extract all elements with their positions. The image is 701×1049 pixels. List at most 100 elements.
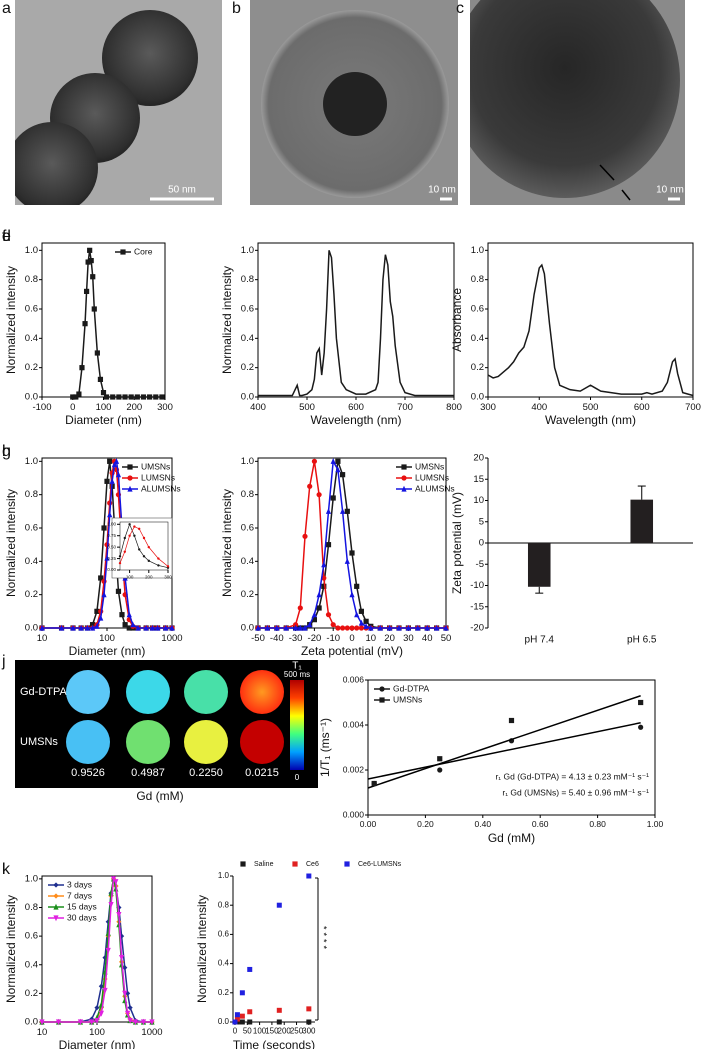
y-tick-label: 0.8 — [218, 900, 230, 909]
data-point — [134, 394, 140, 400]
data-point — [154, 624, 161, 631]
y-tick-label: 0 — [479, 538, 484, 549]
data-point — [638, 699, 644, 706]
data-point — [638, 724, 644, 730]
y-tick-label: 0.2 — [241, 362, 254, 373]
data-point — [94, 608, 100, 614]
y-tick-label: 0.6 — [241, 523, 254, 534]
y-tick-label: -5 — [476, 559, 484, 570]
data-point — [163, 624, 169, 631]
data-point — [39, 624, 45, 631]
data-point — [118, 954, 125, 961]
y-tick-label: 0.6 — [471, 304, 484, 315]
y-tick-label: 20 — [473, 453, 484, 464]
concentration-label: 0.4987 — [131, 767, 165, 779]
data-point — [119, 612, 125, 618]
legend-label: LUMSNs — [141, 472, 175, 482]
data-point — [109, 478, 115, 484]
data-point — [55, 1019, 62, 1026]
data-point — [344, 508, 350, 514]
legend-marker — [401, 485, 407, 492]
data-point — [133, 534, 136, 537]
data-point — [101, 525, 107, 531]
data-point — [133, 525, 136, 528]
data-point — [98, 575, 104, 581]
y-tick-label: 0.0 — [25, 623, 38, 634]
panel-label: a — [2, 0, 11, 17]
data-point — [118, 555, 122, 558]
concentration-label: 0.9526 — [71, 767, 105, 779]
data-point — [311, 617, 317, 623]
data-point — [358, 625, 364, 631]
data-point — [306, 873, 312, 879]
data-point — [138, 548, 141, 551]
plot-frame — [487, 242, 694, 398]
x-tick-label: 700 — [397, 402, 413, 413]
data-point — [157, 564, 160, 567]
data-point — [368, 624, 374, 631]
data-point — [83, 288, 90, 294]
data-point — [135, 624, 141, 631]
data-point — [78, 624, 84, 631]
x-tick-label: 600 — [348, 402, 364, 413]
data-point — [276, 1007, 282, 1013]
data-point — [321, 583, 327, 589]
x-tick-label: 100 — [96, 402, 112, 413]
y-tick-label: 0.4 — [241, 556, 254, 567]
data-point — [111, 461, 118, 468]
y-axis-label: 1/T₁ (ms⁻¹) — [318, 718, 332, 777]
data-point — [335, 458, 341, 464]
legend-marker — [127, 464, 133, 470]
legend-marker — [401, 464, 407, 470]
data-point — [104, 554, 110, 561]
y-tick-label: 0.2 — [25, 988, 38, 999]
panel-label: g — [2, 443, 11, 460]
data-point — [239, 1013, 245, 1019]
data-point — [89, 622, 96, 628]
series-line — [42, 878, 152, 1023]
scale-bar-label: 10 nm — [656, 185, 684, 196]
panel-label: d — [2, 228, 11, 245]
x-tick-label: 10 — [37, 1027, 48, 1038]
data-point — [94, 350, 100, 356]
y-tick-label: 0.6 — [25, 523, 38, 534]
data-point — [105, 947, 111, 954]
data-point — [138, 527, 141, 531]
bar — [630, 499, 654, 543]
data-point — [110, 394, 116, 400]
y-axis-label: Normalized intensity — [4, 895, 18, 1003]
x-tick-label: 800 — [446, 402, 462, 413]
scale-bar-label: 10 nm — [428, 185, 456, 196]
y-tick-label: 0.0 — [471, 392, 484, 403]
y-tick-label: -20 — [470, 623, 484, 634]
data-point — [85, 259, 91, 265]
y-axis-label: Normalized intensity — [220, 266, 234, 374]
colorbar-max: 500 ms — [284, 670, 310, 679]
data-point — [116, 912, 122, 918]
data-point — [247, 1019, 253, 1025]
data-point — [247, 1009, 253, 1015]
data-point — [70, 624, 76, 631]
y-tick-label: -10 — [470, 580, 484, 591]
data-point — [89, 624, 96, 631]
x-tick-label: 20 — [384, 633, 395, 644]
x-axis-label: Diameter (nm) — [65, 413, 142, 427]
panel-label: b — [232, 0, 241, 17]
data-point — [87, 247, 93, 253]
data-point — [88, 258, 94, 264]
data-point — [77, 1019, 84, 1026]
y-axis-label: Normalized intensity — [4, 266, 18, 374]
data-point — [276, 1019, 282, 1025]
panel-label: c — [456, 0, 464, 17]
data-point — [76, 391, 82, 397]
data-point — [274, 624, 280, 631]
data-point — [39, 1019, 45, 1026]
data-point — [153, 394, 159, 400]
data-point — [94, 1017, 100, 1024]
data-point — [330, 458, 336, 464]
legend-label: Ce6 — [306, 861, 319, 868]
tem-image-a: 50 nm — [15, 0, 222, 205]
data-point — [101, 591, 107, 598]
y-tick-label: 0.0 — [241, 392, 254, 403]
x-tick-label: 500 — [299, 402, 315, 413]
